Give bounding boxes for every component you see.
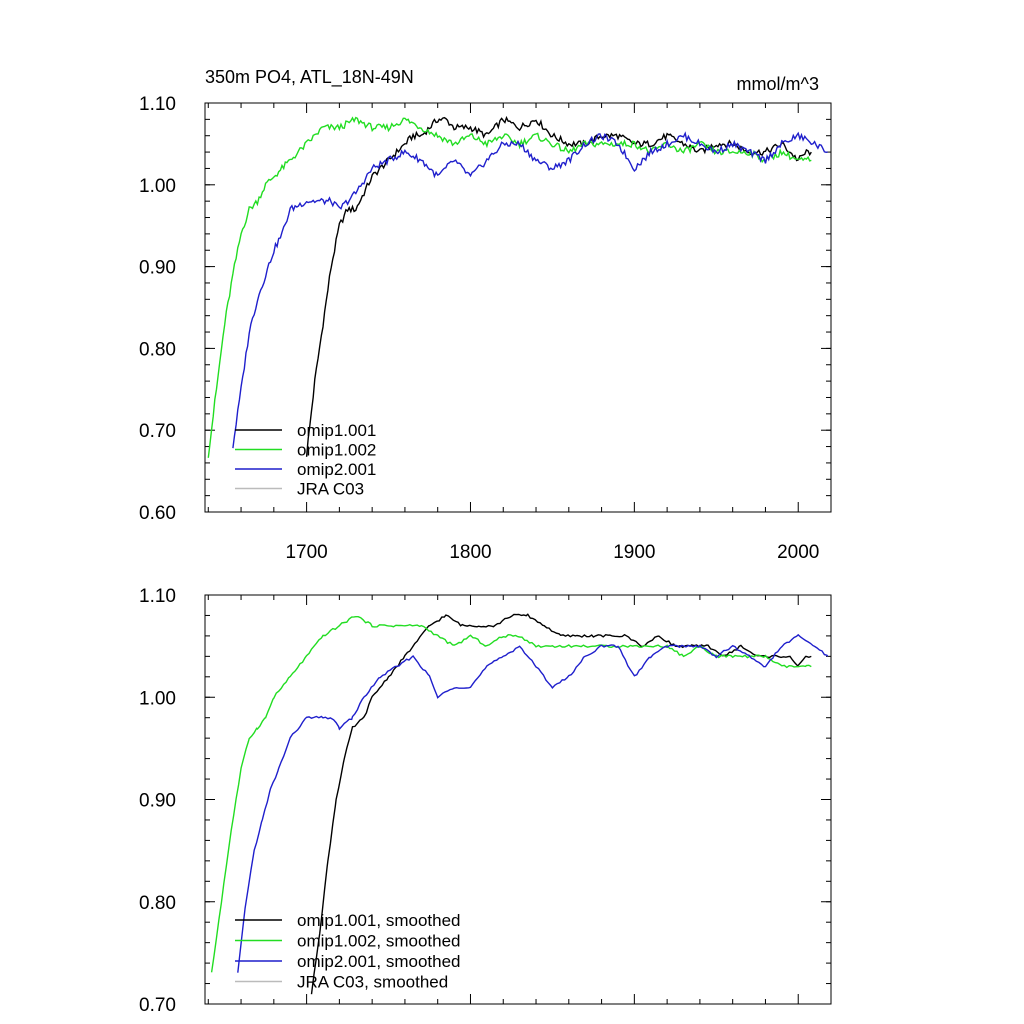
series-line-2 (210, 616, 812, 973)
legend: omip1.001, smoothed omip1.002, smoothedom… (235, 911, 461, 992)
y-tick-label: 1.10 (139, 94, 176, 115)
x-tick-label: 1700 (285, 542, 327, 563)
series-line-1 (305, 115, 812, 457)
y-tick-label: 1.00 (139, 176, 176, 197)
legend-label: JRA C03 (297, 480, 364, 499)
legend-label: omip2.001, smoothed (297, 952, 461, 971)
legend-label: omip1.002 (297, 441, 376, 460)
y-tick-label: 0.90 (139, 258, 176, 279)
y-tick-label: 0.70 (139, 421, 176, 442)
series-line-3 (232, 131, 828, 449)
y-tick-label: 1.10 (139, 586, 176, 607)
series-line-1 (310, 613, 812, 995)
x-tick-label: 1800 (449, 542, 491, 563)
chart-panel-1: 0.60 0.70 0.80 0.90 1.00 1.10 1700 1800 1900 2000… (139, 67, 832, 563)
chart-title: 350m PO4, ATL_18N-49N (205, 67, 414, 88)
x-tick-label: 2000 (777, 542, 819, 563)
y-tick-label: 0.90 (139, 791, 176, 812)
series-line-3 (237, 633, 829, 973)
y-tick-label: 0.70 (139, 995, 176, 1016)
y-tick-label: 0.80 (139, 893, 176, 914)
legend-label: omip1.001, smoothed (297, 911, 461, 930)
x-tick-label: 1900 (613, 542, 655, 563)
y-tick-label: 0.80 (139, 339, 176, 360)
plot-area (207, 115, 828, 458)
y-tick-label: 1.00 (139, 688, 176, 709)
plot-area (210, 613, 829, 995)
legend-label: omip2.001 (297, 460, 376, 479)
legend-label: omip1.002, smoothed (297, 932, 461, 951)
plot-frame (204, 594, 832, 1005)
series-line-2 (207, 116, 812, 458)
y-tick-label: 0.60 (139, 503, 176, 524)
units-label: mmol/m^3 (737, 74, 819, 94)
legend-label: omip1.001 (297, 421, 376, 440)
plot-frame (204, 102, 832, 513)
legend-label: JRA C03, smoothed (297, 973, 448, 992)
